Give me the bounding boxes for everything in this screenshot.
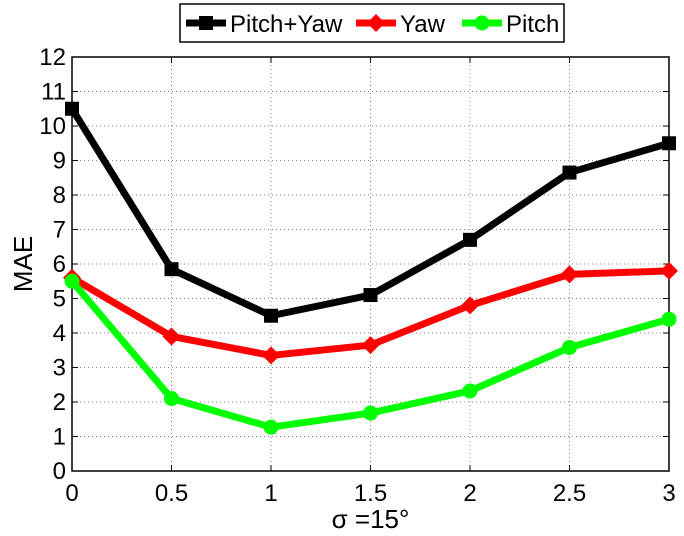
- y-tick-label: 7: [53, 217, 66, 244]
- marker-diamond: [461, 296, 479, 315]
- x-tick-label: 3: [662, 480, 675, 507]
- marker-diamond: [660, 261, 678, 280]
- legend-label: Pitch+Yaw: [230, 11, 343, 38]
- y-tick-label: 5: [53, 286, 66, 313]
- marker-square: [164, 262, 179, 277]
- marker-diamond: [560, 265, 579, 284]
- marker-square: [363, 288, 378, 303]
- marker-circle: [474, 15, 490, 31]
- y-axis-label: MAE: [8, 236, 38, 292]
- marker-diamond: [162, 327, 181, 346]
- series-layer: [63, 101, 678, 435]
- marker-square: [463, 232, 477, 247]
- marker-square: [264, 308, 278, 323]
- x-tick-label: 0: [65, 480, 78, 507]
- x-tick-label: 2.5: [553, 480, 586, 507]
- legend: Pitch+Yaw Yaw Pitch: [179, 3, 565, 43]
- marker-circle: [64, 273, 80, 289]
- x-tick-label: 2: [463, 480, 476, 507]
- legend-label: Yaw: [400, 11, 446, 38]
- marker-circle: [661, 311, 677, 327]
- y-tick-label: 1: [53, 424, 66, 451]
- x-tick-label: 1.5: [354, 480, 387, 507]
- marker-square: [662, 136, 676, 151]
- marker-circle: [263, 419, 279, 435]
- legend-entry-yaw: Yaw: [356, 11, 446, 38]
- marker-diamond: [361, 336, 380, 355]
- legend-entry-pitch: Pitch: [462, 11, 559, 38]
- series-pitch-yaw: [65, 101, 676, 323]
- y-tick-label: 6: [53, 251, 66, 278]
- marker-circle: [164, 391, 179, 407]
- series-line-pitch-yaw: [69, 106, 670, 320]
- marker-square: [65, 101, 79, 116]
- x-axis-label: σ =15°: [332, 504, 410, 534]
- y-tick-label: 3: [53, 355, 66, 382]
- y-tick-label: 9: [53, 148, 66, 175]
- y-tick-label: 11: [41, 79, 66, 106]
- marker-square: [199, 16, 213, 30]
- y-tick-label: 2: [53, 389, 66, 416]
- y-tick-label: 10: [39, 113, 66, 140]
- marker-circle: [462, 383, 478, 399]
- marker-diamond: [262, 346, 280, 365]
- x-tick-label: 0.5: [155, 480, 188, 507]
- y-tick-label: 12: [39, 44, 66, 71]
- marker-circle: [363, 405, 378, 421]
- x-tick-label: 1: [264, 480, 277, 507]
- marker-diamond: [367, 14, 385, 32]
- legend-entry-pitch-yaw: Pitch+Yaw: [186, 11, 343, 38]
- y-tick-label: 4: [53, 320, 66, 347]
- y-tick-label: 8: [53, 182, 66, 209]
- legend-label: Pitch: [506, 11, 559, 38]
- series-yaw: [63, 261, 678, 365]
- marker-square: [562, 165, 577, 180]
- y-tick-label: 0: [53, 458, 66, 485]
- series-pitch: [64, 273, 677, 435]
- marker-circle: [562, 339, 577, 355]
